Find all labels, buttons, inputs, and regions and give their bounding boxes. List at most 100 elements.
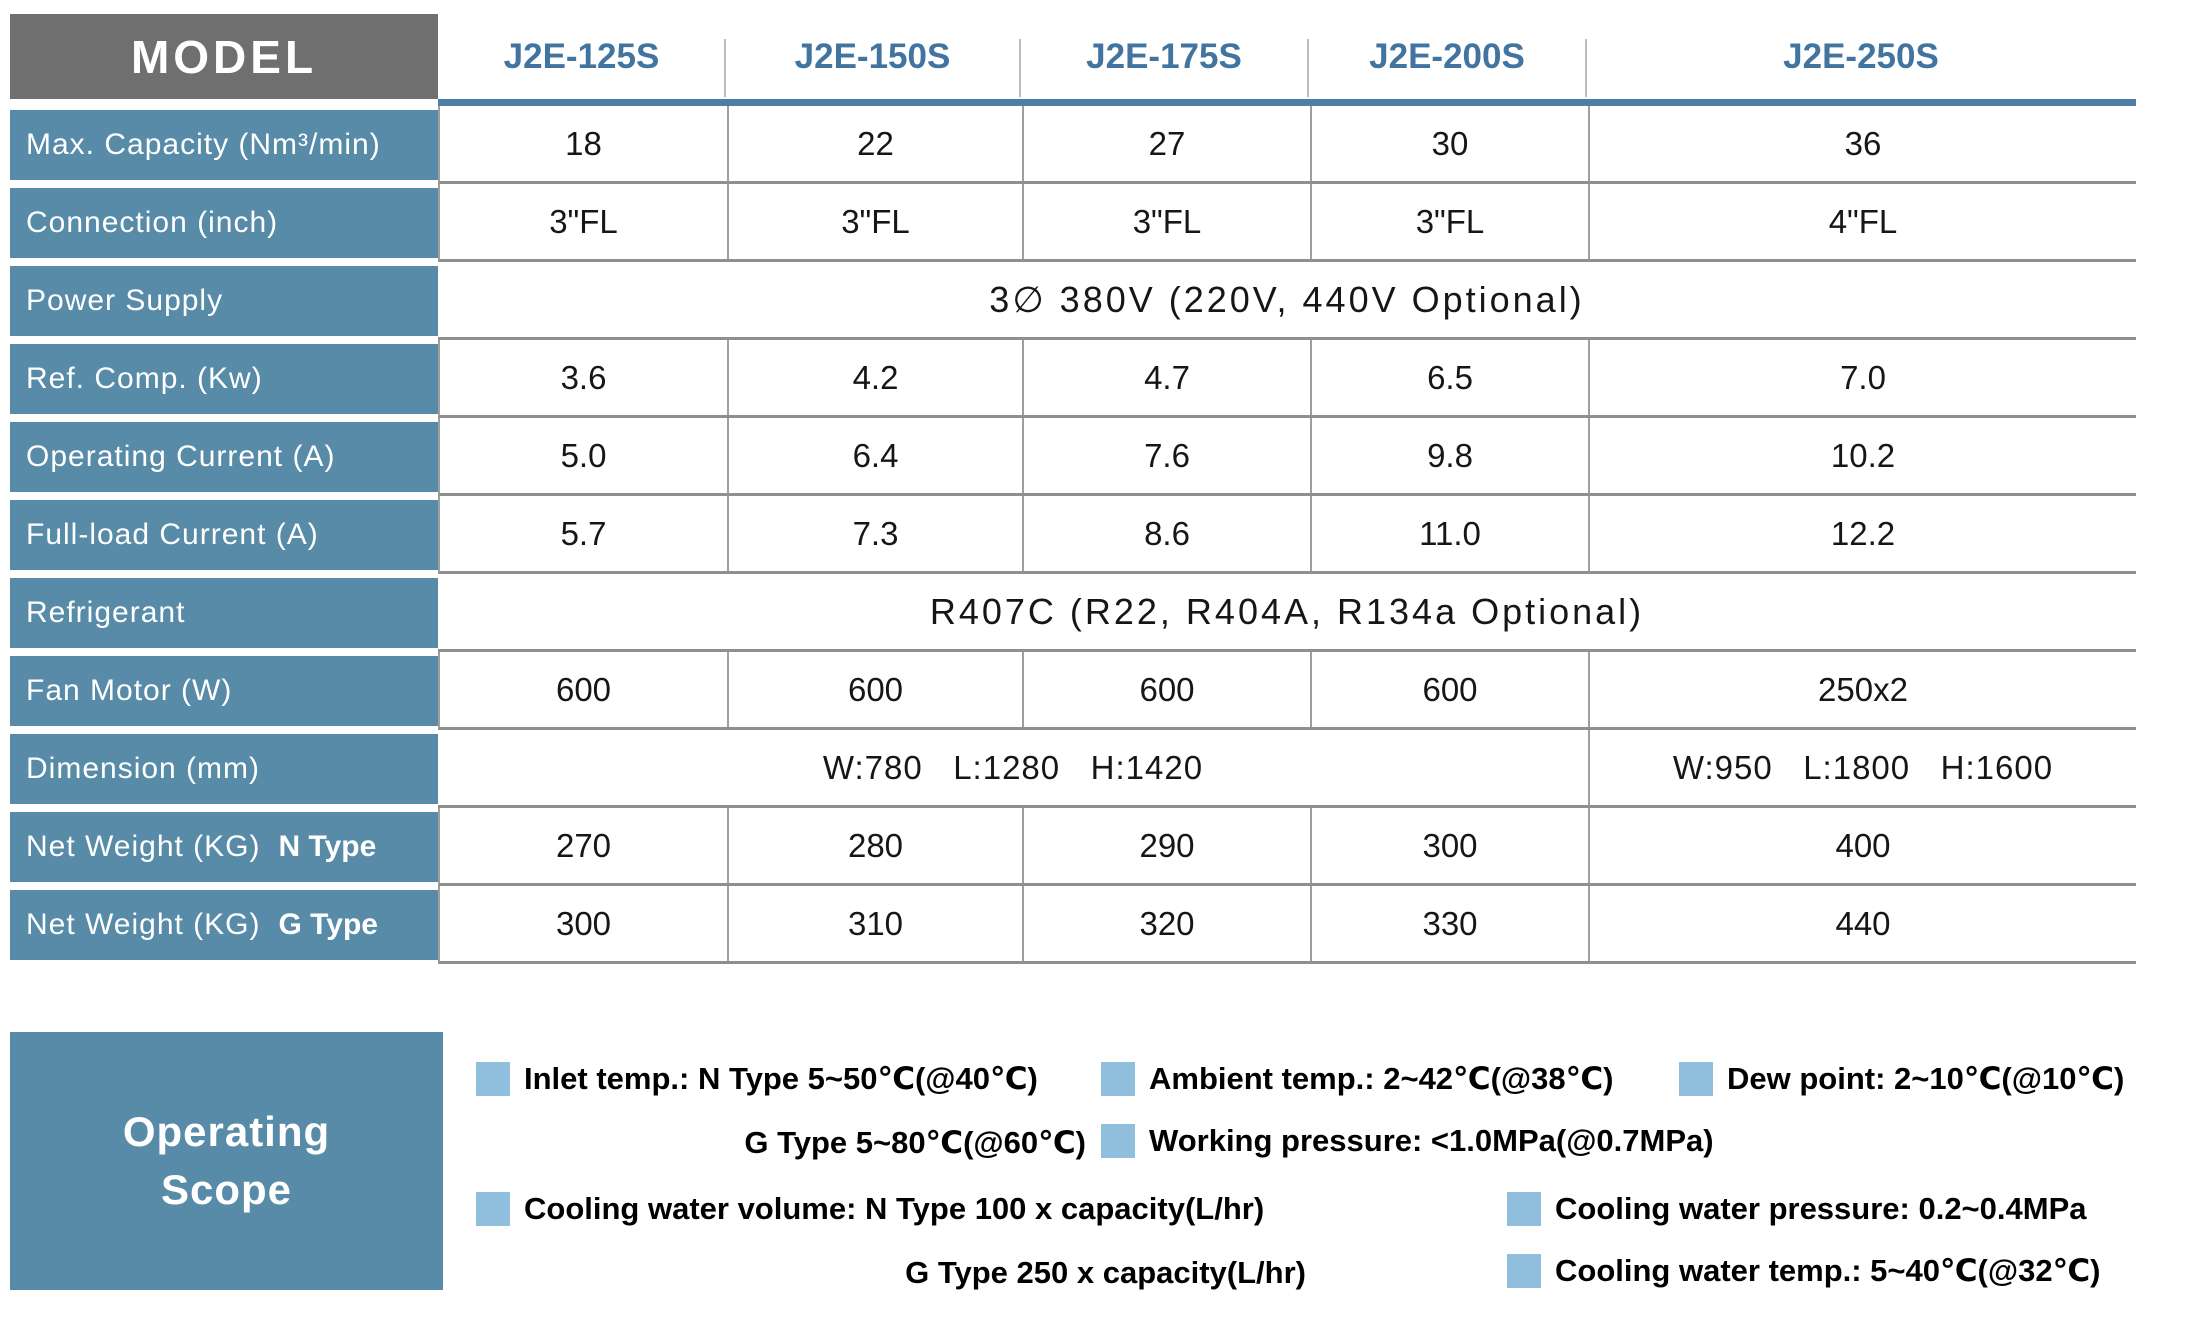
row-label-text: Power Supply xyxy=(26,284,224,317)
bullet-square-icon xyxy=(476,1062,510,1096)
table-cell: 280 xyxy=(727,808,1022,883)
row-label-text: Fan Motor (W) xyxy=(26,674,233,707)
table-cell: 4.2 xyxy=(727,340,1022,415)
table-cell: 400 xyxy=(1588,808,2136,883)
table-cell: 600 xyxy=(727,652,1022,727)
row-label-text: Ref. Comp. (Kw) xyxy=(26,362,263,395)
table-header-row: MODEL J2E-125S J2E-150S J2E-175S J2E-200… xyxy=(10,14,2136,99)
table-cell: 250x2 xyxy=(1588,652,2136,727)
row-net-weight-g-type: Net Weight (KG) G Type 300 310 320 330 4… xyxy=(10,886,2136,964)
table-cell: 12.2 xyxy=(1588,496,2136,571)
table-cell: 440 xyxy=(1588,886,2136,961)
table-cell: 600 xyxy=(1022,652,1310,727)
row-label: Ref. Comp. (Kw) xyxy=(10,344,438,414)
row-label: Refrigerant xyxy=(10,578,438,648)
row-label-type: G Type xyxy=(278,908,378,941)
scope-item-text: Cooling water pressure: 0.2~0.4MPa xyxy=(1555,1191,2087,1226)
row-label-text: Connection (inch) xyxy=(26,206,279,239)
row-operating-current: Operating Current (A) 5.0 6.4 7.6 9.8 10… xyxy=(10,418,2136,496)
row-label-type: N Type xyxy=(278,830,377,863)
scope-item-cooling-water-pressure: Cooling water pressure: 0.2~0.4MPa xyxy=(1507,1190,2087,1228)
column-header-label: J2E-125S xyxy=(503,36,660,76)
table-cell: 18 xyxy=(565,124,602,162)
table-cell: 3"FL xyxy=(727,184,1022,259)
column-header-j2e-150s: J2E-150S xyxy=(724,14,1020,99)
table-cell: 600 xyxy=(1310,652,1588,727)
table-cell: 11.0 xyxy=(1310,496,1588,571)
operating-scope-title-line2: Scope xyxy=(160,1166,293,1213)
table-cell-merged: W:780 L:1280 H:1420 xyxy=(822,748,1204,786)
header-divider xyxy=(1019,39,1021,97)
table-cell: 300 xyxy=(1310,808,1588,883)
table-cell: 5.7 xyxy=(560,514,607,552)
column-header-label: J2E-175S xyxy=(1086,36,1242,76)
table-cell: 10.2 xyxy=(1588,418,2136,493)
row-fan-motor: Fan Motor (W) 600 600 600 600 250x2 xyxy=(10,652,2136,730)
column-header-label: J2E-250S xyxy=(1783,36,1939,76)
scope-item-text: Inlet temp.: N Type 5~50℃(@40℃) xyxy=(524,1061,1038,1096)
table-cell: 5.0 xyxy=(560,436,607,474)
scope-item-working-pressure: Working pressure: <1.0MPa(@0.7MPa) xyxy=(1101,1122,1714,1160)
table-cell: 4.7 xyxy=(1022,340,1310,415)
row-label: Connection (inch) xyxy=(10,188,438,258)
row-label: Power Supply xyxy=(10,266,438,336)
row-net-weight-n-type: Net Weight (KG) N Type 270 280 290 300 4… xyxy=(10,808,2136,886)
bullet-square-icon xyxy=(1507,1254,1541,1288)
table-cell-merged: 3∅ 380V (220V, 440V Optional) xyxy=(989,278,1585,320)
table-cell: 22 xyxy=(727,106,1022,181)
row-label: Operating Current (A) xyxy=(10,422,438,492)
row-max-capacity: Max. Capacity (Nm³/min) 18 22 27 30 36 xyxy=(10,106,2136,184)
table-cell: 9.8 xyxy=(1310,418,1588,493)
table-cell: 27 xyxy=(1022,106,1310,181)
table-cell: 7.6 xyxy=(1022,418,1310,493)
column-header-j2e-125s: J2E-125S xyxy=(438,14,725,99)
row-label-text: Dimension (mm) xyxy=(26,752,261,785)
row-ref-comp: Ref. Comp. (Kw) 3.6 4.2 4.7 6.5 7.0 xyxy=(10,340,2136,418)
operating-scope-title-line1: Operating xyxy=(122,1108,331,1155)
row-full-load-current: Full-load Current (A) 5.7 7.3 8.6 11.0 1… xyxy=(10,496,2136,574)
table-cell: 7.0 xyxy=(1588,340,2136,415)
table-cell: 290 xyxy=(1022,808,1310,883)
table-cell: 270 xyxy=(555,826,612,864)
table-cell: 600 xyxy=(555,670,612,708)
bullet-square-icon xyxy=(476,1192,510,1226)
scope-item-text: Cooling water volume: N Type 100 x capac… xyxy=(524,1191,1265,1226)
row-label: Net Weight (KG) G Type xyxy=(10,890,438,960)
header-divider xyxy=(724,39,726,97)
table-cell: 3"FL xyxy=(1022,184,1310,259)
spec-table: MODEL J2E-125S J2E-150S J2E-175S J2E-200… xyxy=(10,14,2136,964)
scope-item-dew-point: Dew point: 2~10℃(@10℃) xyxy=(1679,1060,2124,1098)
scope-item-inlet-temp-g: G Type 5~80℃(@60℃) xyxy=(744,1125,1086,1160)
table-cell: 3"FL xyxy=(1310,184,1588,259)
table-cell-merged: R407C (R22, R404A, R134a Optional) xyxy=(929,590,1645,632)
row-label-text: Max. Capacity (Nm³/min) xyxy=(26,128,381,161)
row-dimension: Dimension (mm) W:780 L:1280 H:1420 W:950… xyxy=(10,730,2136,808)
table-cell: 6.4 xyxy=(727,418,1022,493)
scope-item-text: Working pressure: <1.0MPa(@0.7MPa) xyxy=(1149,1123,1714,1158)
table-cell: W:950 L:1800 H:1600 xyxy=(1588,730,2136,805)
scope-item-ambient-temp: Ambient temp.: 2~42℃(@38℃) xyxy=(1101,1060,1614,1098)
row-label: Max. Capacity (Nm³/min) xyxy=(10,110,438,180)
column-header-j2e-175s: J2E-175S xyxy=(1019,14,1308,99)
row-label: Dimension (mm) xyxy=(10,734,438,804)
bullet-square-icon xyxy=(1101,1124,1135,1158)
row-label-text: Net Weight (KG) xyxy=(26,908,261,941)
table-cell: 320 xyxy=(1022,886,1310,961)
row-label: Net Weight (KG) N Type xyxy=(10,812,438,882)
table-cell: 330 xyxy=(1310,886,1588,961)
row-label-text: Full-load Current (A) xyxy=(26,518,319,551)
table-cell: 300 xyxy=(555,904,612,942)
column-header-label: J2E-150S xyxy=(794,36,951,76)
header-divider xyxy=(1307,39,1309,97)
column-header-label: J2E-200S xyxy=(1369,36,1525,76)
bullet-square-icon xyxy=(1507,1192,1541,1226)
row-label: Full-load Current (A) xyxy=(10,500,438,570)
table-cell: 3.6 xyxy=(560,358,607,396)
column-header-j2e-250s: J2E-250S xyxy=(1585,14,2136,99)
scope-item-text: Cooling water temp.: 5~40℃(@32℃) xyxy=(1555,1253,2101,1288)
table-cell: 3"FL xyxy=(549,202,618,240)
row-power-supply: Power Supply 3∅ 380V (220V, 440V Optiona… xyxy=(10,262,2136,340)
scope-item-text: Dew point: 2~10℃(@10℃) xyxy=(1727,1061,2125,1096)
bullet-square-icon xyxy=(1679,1062,1713,1096)
row-label-text: Operating Current (A) xyxy=(26,440,336,473)
